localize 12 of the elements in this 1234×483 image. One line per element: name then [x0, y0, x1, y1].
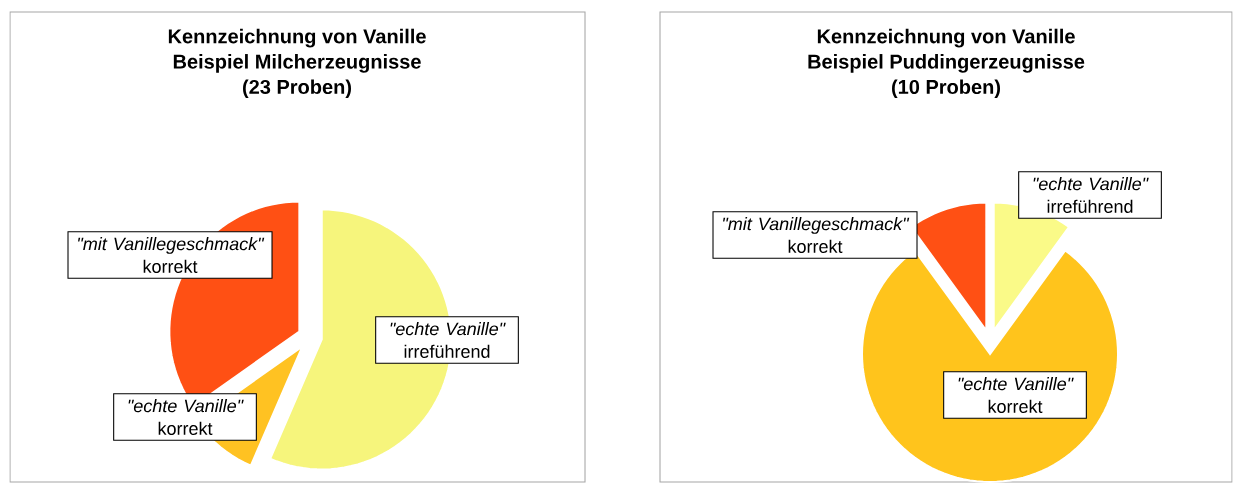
slice-label: "mit Vanillegeschmack" korrekt [78, 237, 265, 273]
chart-subtitle: Beispiel Puddingerzeugnisse [808, 54, 1085, 73]
text: (10 Proben) [892, 79, 1001, 99]
chart-title: Kennzeichnung von Vanille [817, 28, 1075, 48]
text: (23 Proben) [243, 79, 351, 99]
slice-label: "echte Vanille" irreführend [390, 322, 506, 358]
slice-label: "echte Vanille" irreführend [1033, 177, 1149, 213]
slice-label: "mit Vanillegeschmack" korrekt [723, 217, 910, 253]
chart-subtitle: Beispiel Milcherzeugnisse [173, 54, 421, 73]
chart-title: Kennzeichnung von Vanille [168, 28, 426, 48]
slice-label: "echte Vanille" korrekt [128, 399, 244, 435]
slice-label: "echte Vanille" korrekt [958, 377, 1074, 413]
